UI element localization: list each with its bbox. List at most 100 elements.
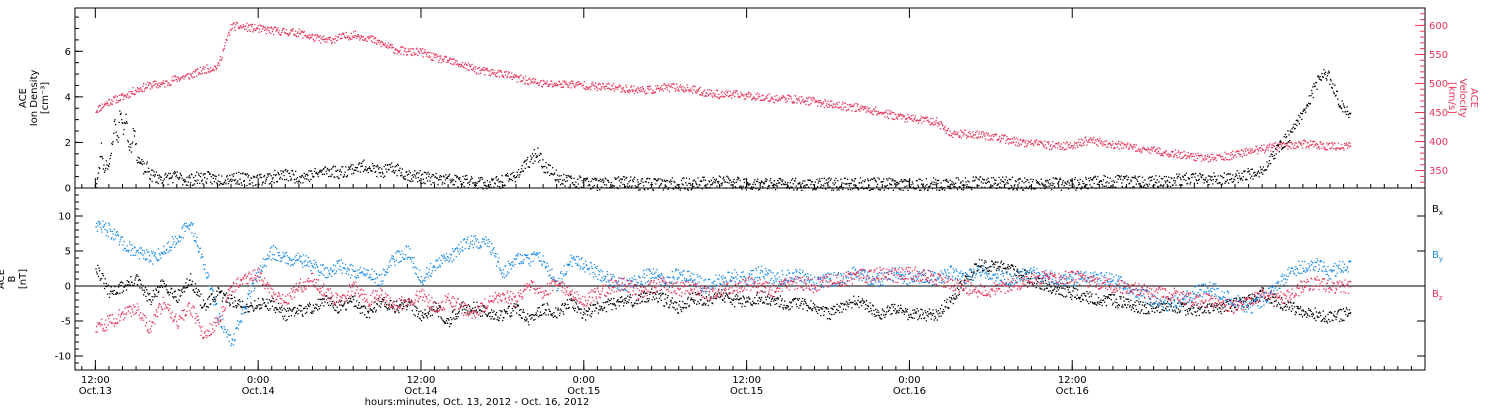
data-point (1333, 92, 1335, 95)
data-point (418, 317, 421, 319)
data-point (534, 318, 536, 321)
data-point (928, 121, 930, 123)
data-point (571, 177, 573, 180)
data-point (1308, 147, 1310, 149)
data-point (646, 86, 648, 88)
data-point (433, 174, 435, 176)
data-point (254, 29, 256, 32)
data-point (669, 86, 672, 88)
data-point (962, 180, 964, 182)
data-point (768, 93, 771, 95)
data-point (504, 71, 506, 73)
data-point (495, 314, 497, 316)
data-point (463, 308, 465, 310)
data-point (813, 97, 815, 99)
data-point (527, 313, 529, 315)
data-point (483, 311, 485, 313)
data-point (604, 88, 606, 90)
data-point (552, 86, 554, 88)
y-tick-label: 0 (65, 184, 71, 195)
data-point (1003, 181, 1005, 183)
data-point (626, 89, 628, 92)
data-point (417, 181, 419, 183)
data-point (223, 47, 225, 49)
data-point (121, 291, 123, 294)
data-point (1072, 148, 1074, 150)
data-point (158, 286, 161, 288)
data-point (848, 184, 851, 187)
data-point (1138, 183, 1140, 185)
data-point (321, 302, 323, 304)
data-point (513, 175, 515, 177)
data-point (1322, 144, 1324, 146)
data-point (1040, 178, 1042, 180)
data-point (530, 318, 532, 320)
data-point (316, 172, 318, 175)
data-point (181, 288, 183, 290)
data-point (936, 117, 938, 119)
data-point (166, 291, 169, 293)
data-point (712, 92, 714, 94)
data-point (476, 301, 478, 303)
data-point (1212, 159, 1214, 161)
data-point (1185, 172, 1188, 174)
data-point (327, 297, 329, 299)
data-point (461, 61, 463, 64)
data-point (525, 163, 528, 165)
data-point (747, 183, 749, 185)
data-point (472, 307, 474, 309)
data-point (1047, 141, 1049, 143)
data-point (1037, 182, 1039, 185)
data-point (497, 178, 499, 180)
data-point (97, 275, 100, 278)
data-point (1304, 109, 1306, 111)
data-point (1179, 153, 1181, 155)
data-point (178, 178, 180, 180)
data-point (366, 40, 368, 42)
data-point (1347, 110, 1349, 112)
data-point (282, 171, 285, 173)
data-point (369, 168, 371, 170)
data-point (487, 70, 490, 72)
data-point (1021, 140, 1023, 142)
data-point (959, 135, 961, 137)
data-point (273, 182, 275, 184)
data-point (1210, 176, 1212, 178)
data-point (252, 185, 254, 187)
data-point (613, 90, 615, 92)
data-point (268, 173, 270, 175)
data-point (1058, 141, 1060, 144)
data-point (762, 186, 764, 188)
data-point (326, 173, 328, 175)
data-point (386, 304, 388, 306)
data-point (376, 303, 379, 306)
data-point (1058, 179, 1061, 181)
data-point (547, 314, 550, 316)
data-point (1339, 148, 1341, 150)
data-point (367, 312, 369, 314)
data-point (148, 170, 150, 173)
data-point (141, 163, 144, 165)
data-point (171, 175, 173, 177)
data-point (575, 82, 578, 84)
data-point (1168, 154, 1170, 156)
data-point (546, 302, 548, 304)
data-point (449, 57, 451, 59)
y-tick-label: 6 (65, 47, 71, 58)
data-point (1280, 143, 1282, 145)
data-point (332, 166, 334, 168)
data-point (930, 123, 932, 125)
data-point (1090, 138, 1092, 140)
data-point (1234, 175, 1236, 178)
data-point (647, 188, 649, 190)
data-point (329, 168, 331, 171)
data-point (228, 180, 230, 183)
data-point (772, 186, 774, 189)
data-point (1160, 152, 1163, 155)
data-point (1065, 148, 1067, 150)
data-point (163, 82, 165, 85)
data-point (807, 104, 810, 106)
data-point (787, 185, 789, 187)
data-point (199, 295, 201, 297)
data-point (1238, 150, 1240, 152)
